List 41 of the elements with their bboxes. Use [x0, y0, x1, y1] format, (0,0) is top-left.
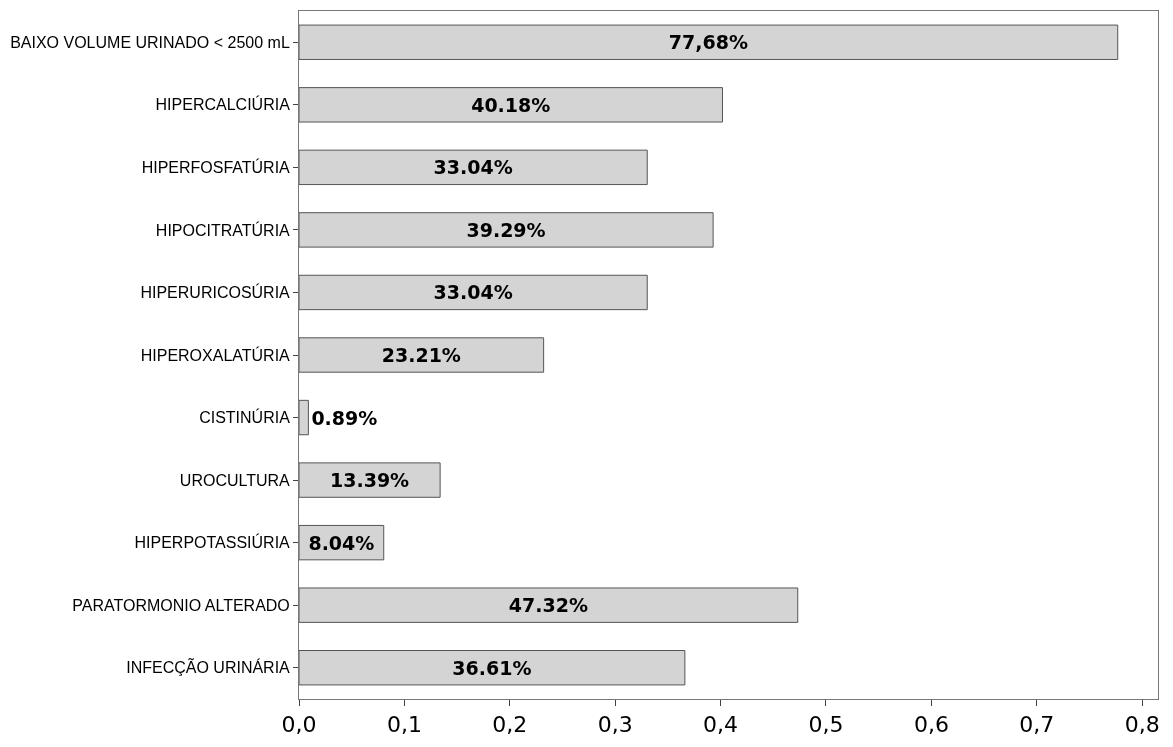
bar [299, 337, 545, 373]
data-label: 47.32% [508, 594, 588, 617]
y-tick-label: HIPERCALCIÚRIA [155, 95, 291, 114]
x-tick-label: 0,6 [913, 712, 949, 738]
data-label: 23.21% [381, 344, 461, 366]
x-tick-label: 0,4 [703, 712, 739, 738]
data-label: 36.61% [452, 656, 532, 679]
data-label: 33.04% [433, 156, 513, 179]
x-tick-label: 0,3 [597, 712, 633, 738]
y-tick-label: BAIXO VOLUME URINADO < 2500 mL [10, 33, 290, 51]
y-tick-label: UROCULTURA [179, 471, 291, 489]
bar [299, 462, 441, 498]
bar [299, 587, 799, 623]
y-tick-label: HIPERPOTASSIÚRIA [134, 533, 291, 552]
bar [299, 274, 648, 311]
data-label: 0.89% [311, 406, 378, 429]
y-tick-label: HIPEROXALATÚRIA [140, 345, 291, 364]
bar [299, 87, 723, 123]
x-tick-label: 0,1 [386, 712, 422, 738]
bar [299, 212, 714, 248]
data-label: 13.39% [329, 469, 410, 492]
y-tick-label: CISTINÚRIA [199, 408, 291, 427]
data-label: 33.04% [433, 281, 513, 304]
data-label: 40.18% [471, 93, 551, 116]
y-tick-label: HIPERFOSFATÚRIA [141, 157, 291, 176]
x-tick-label: 0,2 [492, 712, 528, 738]
data-label: 8.04% [308, 531, 375, 554]
y-tick-label: PARATORMONIO ALTERADO [72, 596, 290, 614]
x-tick-label: 0,5 [808, 712, 844, 738]
y-tick-label: INFECÇÃO URINÁRIA [126, 657, 291, 677]
data-label: 77,68% [668, 31, 748, 54]
bar [299, 399, 309, 436]
bar [299, 24, 1119, 60]
x-tick-label: 0,0 [281, 712, 317, 738]
bar [299, 149, 648, 186]
y-tick-label: HIPERURICOSÚRIA [140, 283, 291, 302]
data-label: 39.29% [466, 218, 546, 241]
y-tick-label: HIPOCITRATÚRIA [155, 220, 291, 239]
x-tick-label: 0,8 [1124, 712, 1160, 738]
x-tick-label: 0,7 [1019, 712, 1055, 738]
bar [299, 650, 686, 686]
